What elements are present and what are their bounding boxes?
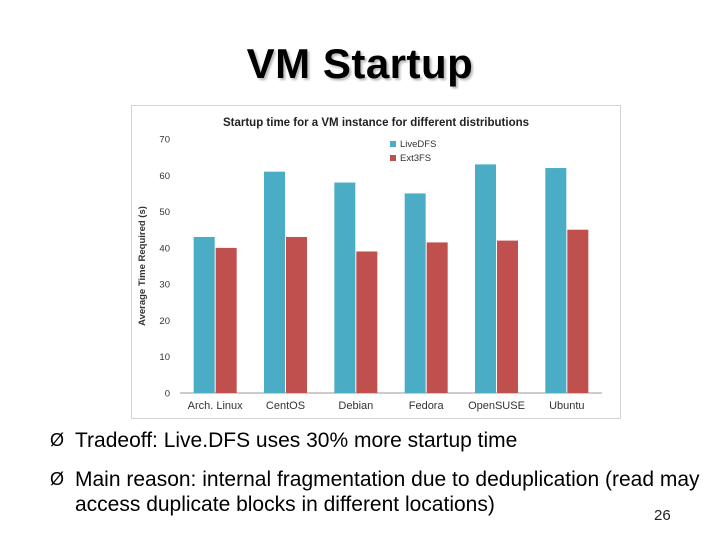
chart-title: Startup time for a VM instance for diffe… — [223, 117, 529, 129]
y-tick-label: 10 — [159, 352, 170, 363]
bar-livedfs — [193, 236, 215, 393]
legend-label: LiveDFS — [400, 139, 436, 150]
bar-ext3fs — [497, 240, 518, 393]
bullet-list: Ø Tradeoff: Live.DFS uses 30% more start… — [50, 428, 710, 531]
x-tick-label: Arch. Linux — [188, 400, 244, 412]
slide-number: 26 — [654, 507, 671, 524]
y-tick-label: 40 — [159, 243, 170, 254]
y-tick-label: 20 — [159, 316, 170, 327]
y-tick-label: 0 — [165, 389, 170, 400]
bar-livedfs — [404, 193, 426, 393]
bar-ext3fs — [426, 242, 448, 393]
y-axis-label: Average Time Required (s) — [137, 206, 148, 326]
chart-container: Startup time for a VM instance for diffe… — [131, 105, 621, 419]
x-tick-label: CentOS — [266, 400, 305, 412]
bar-livedfs — [334, 182, 356, 393]
bullet-text: Tradeoff: Live.DFS uses 30% more startup… — [75, 429, 518, 452]
x-tick-label: OpenSUSE — [468, 400, 525, 412]
y-tick-label: 70 — [159, 135, 170, 146]
bar-ext3fs — [215, 247, 237, 393]
bullet-text: Main reason: internal fragmentation due … — [75, 468, 700, 516]
x-tick-label: Fedora — [409, 400, 445, 412]
bar-ext3fs — [356, 251, 378, 393]
x-tick-label: Ubuntu — [549, 400, 584, 412]
bar-livedfs — [545, 168, 567, 393]
bullet-item: Ø Tradeoff: Live.DFS uses 30% more start… — [50, 428, 710, 453]
y-tick-label: 60 — [159, 171, 170, 182]
legend-swatch — [390, 141, 396, 147]
x-tick-label: Debian — [338, 400, 373, 412]
bar-ext3fs — [567, 229, 589, 393]
bar-livedfs — [475, 164, 496, 393]
bar-chart: Startup time for a VM instance for diffe… — [137, 117, 602, 412]
bar-ext3fs — [286, 236, 307, 393]
legend-label: Ext3FS — [400, 153, 431, 164]
bullet-item: Ø Main reason: internal fragmentation du… — [50, 467, 710, 517]
y-tick-label: 30 — [159, 280, 170, 291]
legend-swatch — [390, 155, 396, 161]
slide-title: VM Startup — [246, 40, 474, 87]
y-tick-label: 50 — [159, 207, 170, 218]
arrow-bullet-icon: Ø — [50, 469, 65, 489]
bar-livedfs — [264, 171, 285, 393]
arrow-bullet-icon: Ø — [50, 430, 65, 450]
